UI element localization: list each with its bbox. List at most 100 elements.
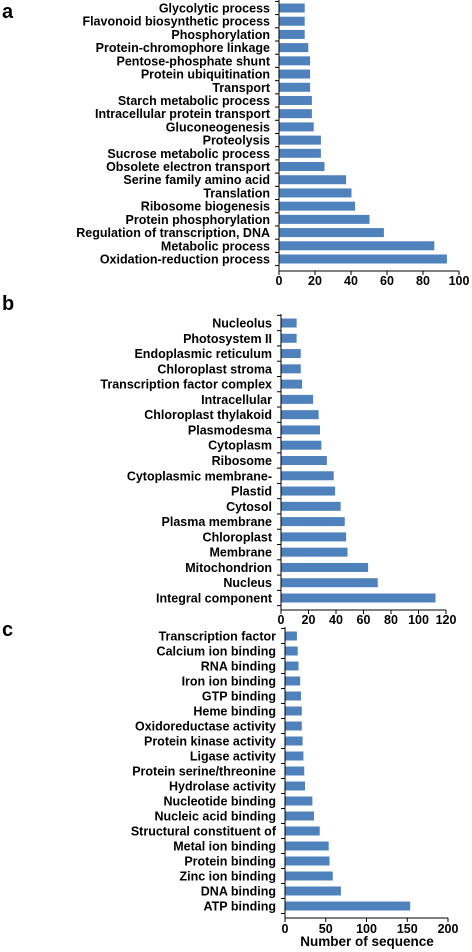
category-label: Intracellular — [201, 393, 272, 407]
category-label: Ribosome biogenesis — [141, 200, 270, 214]
bar — [279, 228, 384, 238]
category-label: Calcium ion binding — [157, 645, 276, 659]
bar — [281, 394, 314, 404]
category-label: Structural constituent of — [131, 825, 277, 839]
x-axis-label: Number of sequence — [300, 934, 434, 949]
category-label: Chloroplast thylakoid — [144, 408, 272, 422]
bar — [279, 188, 352, 198]
x-tick-label: 150 — [397, 922, 418, 936]
category-label: Nucleus — [223, 576, 272, 590]
bar — [279, 175, 347, 185]
bar — [279, 109, 312, 119]
bar — [281, 425, 320, 435]
category-label: Glycolytic process — [159, 2, 270, 16]
bar — [285, 811, 315, 821]
bar — [285, 646, 298, 656]
category-label: Chloroplast stroma — [157, 362, 273, 376]
bar — [279, 122, 314, 132]
category-label: DNA binding — [201, 885, 276, 899]
category-label: Serine family amino acid — [123, 173, 270, 187]
bar — [279, 95, 312, 105]
x-tick-label: 100 — [408, 613, 429, 627]
bar — [285, 691, 301, 701]
x-tick-label: 0 — [278, 613, 285, 627]
category-label: GTP binding — [202, 690, 276, 704]
category-label: Protein binding — [184, 855, 276, 869]
category-label: Chloroplast — [203, 530, 273, 544]
x-tick-label: 100 — [356, 922, 377, 936]
bar — [281, 410, 319, 420]
category-label: Translation — [203, 186, 270, 200]
bar — [281, 349, 301, 359]
category-label: Hydrolase activity — [169, 780, 276, 794]
x-tick-label: 60 — [380, 274, 394, 288]
x-tick-label: 0 — [276, 274, 283, 288]
bar — [281, 318, 297, 328]
bar — [285, 751, 304, 761]
bar — [279, 135, 321, 145]
bar — [279, 201, 356, 211]
category-label: Pentose-phosphate shunt — [117, 54, 271, 68]
category-label: ATP binding — [204, 900, 276, 914]
category-label: Nucleotide binding — [164, 795, 277, 809]
bar — [285, 661, 299, 671]
category-label: Mitochondrion — [185, 561, 272, 575]
x-tick-label: 80 — [384, 613, 398, 627]
category-label: Endoplasmic reticulum — [134, 347, 272, 361]
bar — [285, 676, 301, 686]
category-label: Metal ion binding — [173, 840, 276, 854]
x-tick-label: 100 — [449, 274, 470, 288]
bar — [279, 254, 447, 264]
category-label: Ligase activity — [190, 750, 276, 764]
bar — [281, 547, 348, 557]
panel-c-letter: c — [2, 619, 13, 641]
bar — [285, 871, 333, 881]
category-label: Iron ion binding — [182, 675, 276, 689]
x-tick-label: 40 — [329, 613, 343, 627]
bar — [281, 440, 322, 450]
category-label: Membrane — [209, 546, 272, 560]
category-label: Protein serine/threonine — [132, 765, 276, 779]
bar — [279, 29, 305, 39]
bar — [285, 901, 411, 911]
bar — [279, 82, 311, 92]
category-label: Transcription factor — [159, 630, 277, 644]
bar — [281, 471, 334, 481]
x-tick-label: 40 — [344, 274, 358, 288]
category-label: Ribosome — [212, 454, 272, 468]
x-tick-label: 60 — [357, 613, 371, 627]
bar — [281, 562, 369, 572]
x-tick-label: 80 — [416, 274, 430, 288]
bar — [285, 766, 305, 776]
bar — [285, 781, 306, 791]
category-label: Plastid — [231, 485, 272, 499]
bar — [285, 736, 303, 746]
bar — [285, 631, 297, 641]
category-label: Sucrose metabolic process — [107, 147, 270, 161]
category-label: Plasma membrane — [162, 515, 273, 529]
panel-b-letter: b — [2, 293, 14, 315]
category-label: Cytosol — [226, 500, 272, 514]
x-tick-label: 50 — [319, 922, 333, 936]
category-label: Metabolic process — [161, 239, 270, 253]
bar — [285, 826, 320, 836]
bar — [281, 379, 303, 389]
bar — [285, 841, 329, 851]
bar — [285, 886, 341, 896]
bar — [285, 706, 302, 716]
category-label: Oxidation-reduction process — [100, 253, 270, 267]
category-label: Flavonoid biosynthetic process — [82, 15, 270, 29]
bar — [281, 333, 297, 343]
bar — [279, 148, 321, 158]
bar — [279, 241, 435, 251]
bar — [279, 3, 305, 13]
category-label: Intracellular protein transport — [95, 107, 271, 121]
bar — [285, 856, 330, 866]
category-label: Obsolete electron transport — [106, 160, 271, 174]
category-label: Proteolysis — [203, 134, 270, 148]
bar — [281, 456, 327, 465]
bar — [281, 501, 341, 511]
